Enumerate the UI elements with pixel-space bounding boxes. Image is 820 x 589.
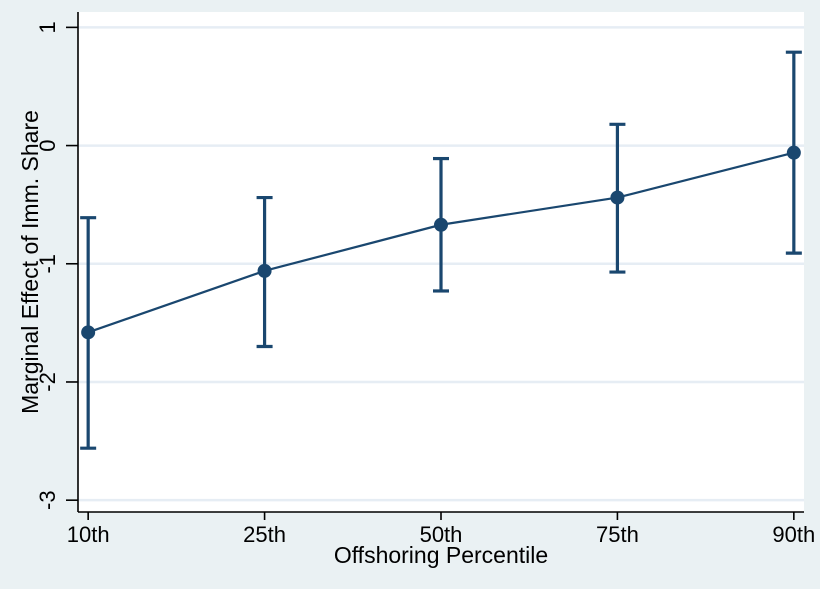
y-tick-label: -3 (35, 490, 60, 510)
x-tick-label: 25th (243, 522, 286, 547)
data-point-marker (257, 263, 272, 278)
x-tick-label: 90th (772, 522, 815, 547)
x-axis-title: Offshoring Percentile (334, 542, 548, 568)
data-point-marker (81, 325, 96, 340)
data-point-marker (610, 190, 625, 205)
y-tick-label: -2 (35, 372, 60, 392)
x-tick-label: 10th (67, 522, 110, 547)
x-tick-label: 75th (596, 522, 639, 547)
y-tick-label: -1 (35, 254, 60, 274)
y-tick-label: 0 (35, 139, 60, 151)
data-point-marker (434, 217, 448, 232)
y-axis-title: Marginal Effect of Imm. Share (17, 110, 43, 414)
data-point-marker (786, 145, 801, 160)
y-tick-label: 1 (35, 21, 60, 33)
x-tick-label: 50th (420, 522, 463, 547)
